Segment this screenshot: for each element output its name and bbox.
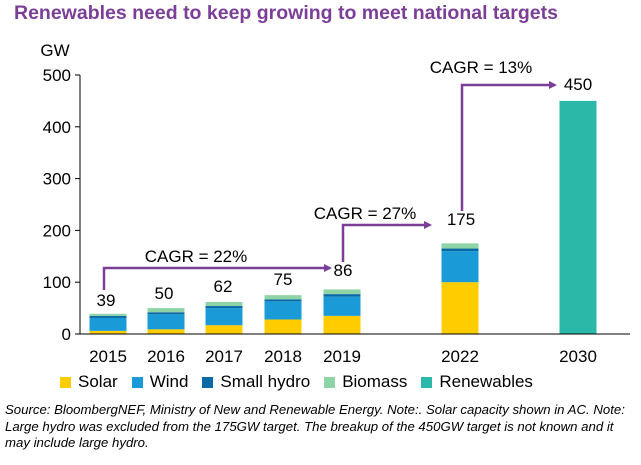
legend-item: Wind <box>131 372 189 392</box>
total-label: 86 <box>334 261 353 280</box>
x-tick-label: 2018 <box>264 347 302 366</box>
bar-segment <box>441 251 479 283</box>
bar-segment <box>559 100 597 335</box>
x-tick-label: 2017 <box>205 347 243 366</box>
bar-segment <box>264 319 302 334</box>
x-tick-label: 2015 <box>89 347 127 366</box>
bar-segment <box>147 314 185 330</box>
bar-segment <box>89 330 127 334</box>
cagr-arrow <box>460 81 557 211</box>
stacked-bar-chart: GW 0 100 200 300 400 500 2015 2016 2017 2018 2019 20… <box>40 41 630 366</box>
y-tick-label: 100 <box>43 273 71 292</box>
chart-title: Renewables need to keep growing to meet … <box>14 2 558 24</box>
bar-segment <box>323 315 361 334</box>
bar-segment <box>264 299 302 302</box>
bar-segment <box>205 301 243 307</box>
legend-swatch <box>60 376 71 388</box>
x-tick-label: 2022 <box>441 347 479 366</box>
bar-segment <box>441 282 479 334</box>
bar-segment <box>205 325 243 334</box>
cagr-arrow <box>102 264 332 290</box>
total-label: 175 <box>447 210 475 229</box>
bar-segment <box>323 296 361 316</box>
cagr-label: CAGR = 22% <box>145 247 248 266</box>
cagr-label: CAGR = 13% <box>430 58 533 77</box>
cagr-arrow <box>341 221 432 262</box>
bar-segment <box>147 329 185 334</box>
legend-swatch <box>324 376 336 388</box>
legend-label: Solar <box>78 372 118 391</box>
y-tick-label: 300 <box>43 170 71 189</box>
legend-item: Renewables <box>421 372 533 392</box>
bar-segment <box>147 308 185 313</box>
legend-item: Biomass <box>324 372 407 392</box>
legend: Solar Wind Small hydro Biomass Renewables <box>60 372 547 392</box>
legend-label: Biomass <box>342 372 408 391</box>
y-tick-label: 400 <box>43 118 71 137</box>
y-tick-label: 0 <box>62 325 71 344</box>
bar-segment <box>264 295 302 300</box>
x-tick-label: 2019 <box>323 347 361 366</box>
legend-swatch <box>421 376 433 388</box>
x-tick-label: 2030 <box>559 347 597 366</box>
bar-segment <box>323 294 361 297</box>
legend-label: Small hydro <box>220 372 311 391</box>
legend-swatch <box>202 376 214 388</box>
x-tick-label: 2016 <box>147 347 185 366</box>
cagr-label: CAGR = 27% <box>314 204 417 223</box>
total-label: 50 <box>155 284 174 303</box>
bar-segment <box>205 306 243 309</box>
legend-label: Renewables <box>439 372 533 391</box>
bar-segment <box>147 312 185 315</box>
total-label: 39 <box>97 291 116 310</box>
source-note: Source: BloombergNEF, Ministry of New an… <box>5 402 625 450</box>
y-axis-label: GW <box>40 41 69 60</box>
bar-segment <box>89 313 127 316</box>
bar-segment <box>205 308 243 326</box>
bar-segment <box>323 289 361 295</box>
bar-segment <box>441 248 479 252</box>
bar-segment <box>89 315 127 318</box>
y-tick-label: 200 <box>43 221 71 240</box>
bar-segment <box>89 317 127 331</box>
legend-label: Wind <box>149 372 189 391</box>
y-tick-label: 500 <box>43 66 71 85</box>
legend-swatch <box>131 376 143 388</box>
bar-segment <box>441 243 479 249</box>
bar-segment <box>264 301 302 320</box>
total-label: 450 <box>564 75 592 94</box>
total-label: 62 <box>214 277 233 296</box>
legend-item: Solar <box>60 372 118 392</box>
legend-item: Small hydro <box>202 372 310 392</box>
total-label: 75 <box>274 270 293 289</box>
